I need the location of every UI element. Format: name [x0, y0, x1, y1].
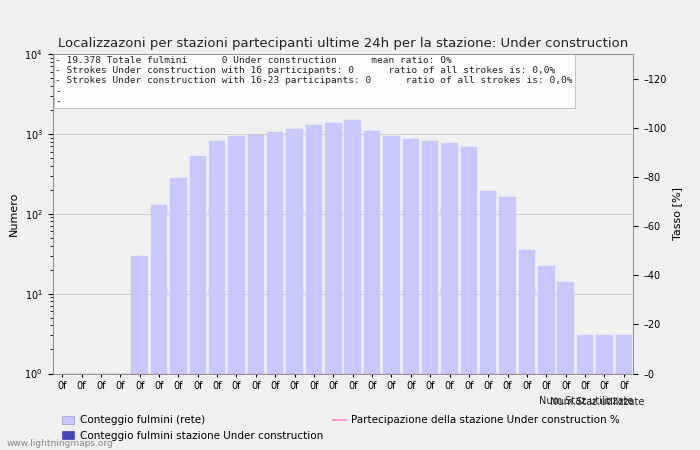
- Bar: [344, 120, 361, 450]
- Bar: [306, 125, 322, 450]
- Y-axis label: Numero: Numero: [8, 192, 19, 236]
- Text: Num.Staz.utilizzate: Num.Staz.utilizzate: [539, 396, 634, 406]
- Bar: [112, 374, 129, 450]
- Bar: [248, 135, 264, 450]
- Bar: [615, 335, 632, 450]
- Bar: [461, 147, 477, 450]
- Bar: [519, 250, 536, 450]
- Bar: [364, 131, 380, 450]
- Bar: [190, 156, 206, 450]
- Bar: [441, 144, 458, 450]
- Bar: [499, 198, 516, 450]
- Text: - 19.378 Totale fulmini      0 Under construction      mean ratio: 0%
- Strokes : - 19.378 Totale fulmini 0 Under construc…: [55, 56, 573, 106]
- Bar: [286, 129, 303, 450]
- Bar: [170, 178, 187, 450]
- Bar: [538, 266, 554, 450]
- Bar: [577, 335, 594, 450]
- Bar: [228, 136, 245, 450]
- Bar: [383, 135, 400, 450]
- Bar: [74, 374, 90, 450]
- Text: www.lightningmaps.org: www.lightningmaps.org: [7, 439, 113, 448]
- Bar: [209, 141, 225, 450]
- Bar: [150, 205, 167, 450]
- Bar: [596, 335, 612, 450]
- Bar: [267, 132, 284, 450]
- Y-axis label: Tasso [%]: Tasso [%]: [672, 187, 682, 240]
- Bar: [402, 139, 419, 450]
- Text: Num.Staz.utilizzate: Num.Staz.utilizzate: [550, 397, 644, 407]
- Bar: [325, 123, 342, 450]
- Legend: Conteggio fulmini (rete), Conteggio fulmini stazione Under construction, Parteci: Conteggio fulmini (rete), Conteggio fulm…: [57, 411, 624, 445]
- Title: Localizzazoni per stazioni partecipanti ultime 24h per la stazione: Under constr: Localizzazoni per stazioni partecipanti …: [58, 37, 628, 50]
- Bar: [54, 374, 71, 450]
- Bar: [92, 374, 109, 450]
- Bar: [480, 192, 496, 450]
- Bar: [557, 282, 574, 450]
- Bar: [132, 256, 148, 450]
- Bar: [422, 141, 438, 450]
